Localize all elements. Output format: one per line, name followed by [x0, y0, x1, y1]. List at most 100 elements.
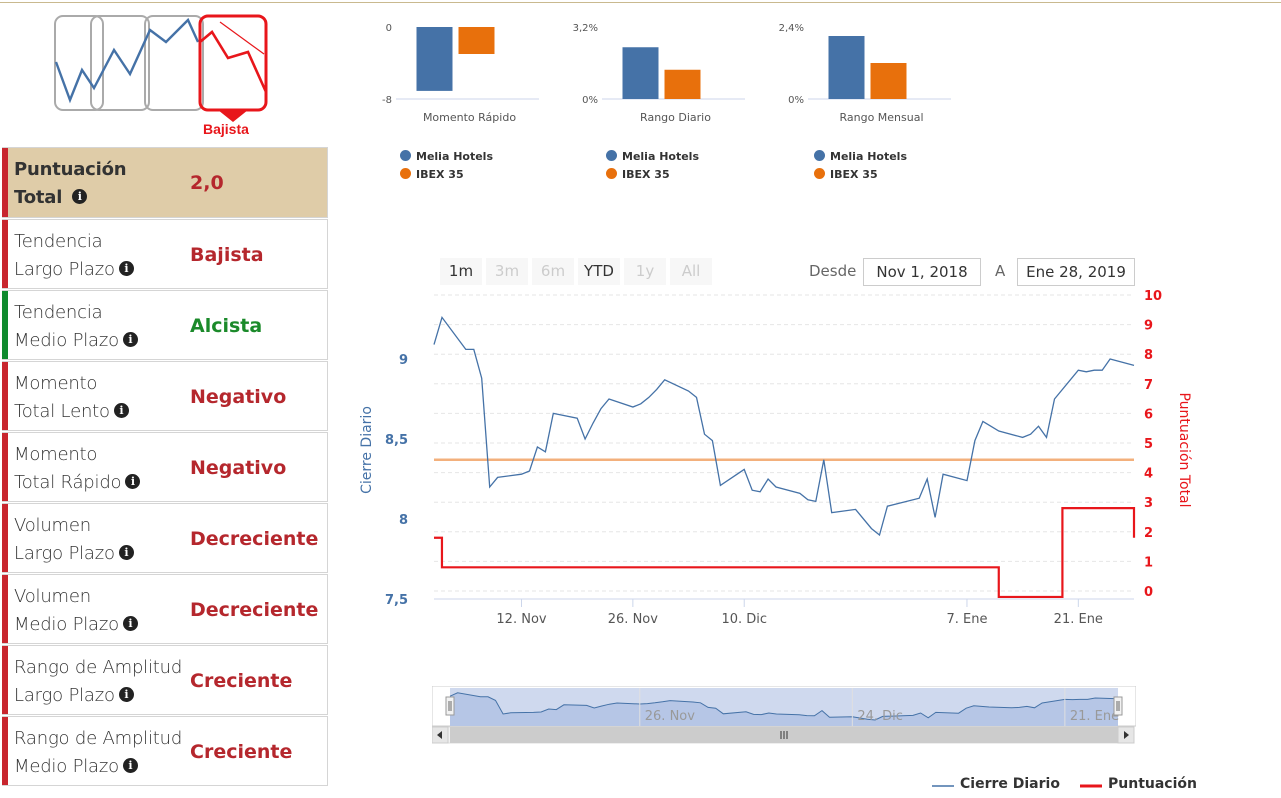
info-icon[interactable]: i [72, 188, 88, 204]
series-puntuacion[interactable] [434, 507, 1136, 599]
score-label: Volumen Largo Plazo i [14, 512, 134, 568]
score-value: Decreciente [190, 528, 319, 550]
range-button[interactable]: All [670, 258, 712, 285]
info-icon[interactable]: i [118, 544, 134, 560]
range-button[interactable]: 1y [624, 258, 666, 285]
score-label-line1: Momento [14, 373, 98, 394]
status-flag [2, 220, 8, 288]
legend-dot [814, 150, 825, 161]
score-row: Rango de Amplitud Medio Plazo i Creciente [2, 716, 328, 786]
bar-melia[interactable] [622, 47, 659, 99]
bar-melia[interactable] [828, 36, 865, 99]
navigator-label: 24. Dic [857, 709, 903, 724]
legend-item-melia[interactable]: Melia Hotels [606, 148, 699, 166]
score-label-line2: Largo Plazo [14, 543, 115, 564]
category-label: Rango Mensual [839, 111, 923, 124]
navigator: 26. Nov 24. Dic 21. Ene [432, 686, 1136, 744]
x-tick-label: 26. Nov [608, 612, 658, 627]
range-button[interactable]: 1m [440, 258, 482, 285]
mini-legend: Melia Hotels IBEX 35 [814, 148, 907, 184]
y-tick-label: 2,4% [779, 23, 804, 34]
to-label: A [995, 262, 1006, 280]
navigator-handle[interactable] [1113, 696, 1123, 716]
to-date-input[interactable]: Ene 28, 2019 [1017, 258, 1135, 286]
y-tick-label: 0% [788, 95, 804, 106]
score-row: Rango de Amplitud Largo Plazo i Creciente [2, 645, 328, 715]
score-label-line2: Total Rápido [14, 472, 122, 493]
info-icon[interactable]: i [122, 615, 138, 631]
y-axis-title-right: Puntuación Total [1176, 392, 1192, 507]
y-tick-label-right: 7 [1144, 378, 1153, 393]
legend-line-icon [1080, 784, 1102, 788]
status-flag [2, 646, 8, 714]
y-tick-label-right: 10 [1144, 289, 1162, 304]
info-icon[interactable]: i [125, 473, 141, 489]
score-row-total: Puntuación Total i 2,0 [2, 147, 328, 218]
legend-item-ibex[interactable]: IBEX 35 [400, 166, 493, 184]
y-tick-label: 3,2% [573, 23, 598, 34]
score-label-line1: Volumen [14, 586, 91, 607]
navigator-label: 21. Ene [1070, 709, 1119, 724]
y-tick-label-right: 0 [1144, 585, 1153, 600]
range-button[interactable]: 3m [486, 258, 528, 285]
y-tick-label: 0% [582, 95, 598, 106]
x-tick-label: 12. Nov [496, 612, 546, 627]
legend-puntuacion[interactable]: Puntuación [1108, 776, 1197, 792]
x-tick-label: 7. Ene [946, 612, 987, 627]
legend-item-ibex[interactable]: IBEX 35 [606, 166, 699, 184]
score-table: Puntuación Total i 2,0 Tendencia Largo Pl… [2, 147, 328, 787]
from-date-input[interactable]: Nov 1, 2018 [863, 258, 981, 286]
status-flag [2, 148, 8, 217]
y-tick-label-right: 9 [1144, 319, 1153, 334]
legend-dot [814, 168, 825, 179]
legend-item-melia[interactable]: Melia Hotels [400, 148, 493, 166]
score-label-line2: Medio Plazo [14, 330, 119, 351]
score-value: Creciente [190, 670, 293, 692]
info-icon[interactable]: i [118, 686, 134, 702]
x-tick-label: 10. Dic [721, 612, 767, 627]
legend-dot [606, 168, 617, 179]
legend-dot [606, 150, 617, 161]
legend-label: Melia Hotels [622, 150, 699, 163]
bar-ibex[interactable] [458, 27, 495, 54]
legend-cierre[interactable]: Cierre Diario [960, 776, 1060, 792]
y-tick-label-right: 8 [1144, 348, 1153, 363]
bar-ibex[interactable] [870, 63, 907, 99]
range-button[interactable]: YTD [578, 258, 620, 285]
score-label: Tendencia Largo Plazo i [14, 228, 134, 284]
score-row: Tendencia Medio Plazo i Alcista [2, 290, 328, 360]
legend-label: Melia Hotels [416, 150, 493, 163]
score-value: Bajista [190, 244, 264, 266]
navigator-handle[interactable] [445, 696, 455, 716]
score-label-line1: Rango de Amplitud [14, 657, 183, 678]
legend-item-ibex[interactable]: IBEX 35 [814, 166, 907, 184]
status-flag [2, 504, 8, 572]
status-flag [2, 291, 8, 359]
y-tick-label-right: 3 [1144, 496, 1153, 511]
y-tick-label: 0 [386, 23, 392, 34]
score-label: Rango de Amplitud Medio Plazo i [14, 725, 182, 781]
info-icon[interactable]: i [113, 402, 129, 418]
status-flag [2, 433, 8, 501]
info-icon[interactable]: i [122, 757, 138, 773]
info-icon[interactable]: i [118, 260, 134, 276]
series-cierre-diario[interactable] [433, 315, 1135, 537]
bar-ibex[interactable] [664, 69, 701, 99]
score-value: Creciente [190, 741, 293, 763]
y-tick-label-left: 8 [399, 513, 408, 528]
score-label: Tendencia Medio Plazo i [14, 299, 138, 355]
range-button[interactable]: 6m [532, 258, 574, 285]
arrow-left-icon [437, 731, 442, 739]
score-label-line2: Total Lento [14, 401, 110, 422]
score-value: Decreciente [190, 599, 319, 621]
score-label: Puntuación Total i [14, 156, 127, 212]
bar-melia[interactable] [416, 27, 453, 91]
category-label: Momento Rápido [423, 111, 516, 124]
top-border [0, 2, 1281, 3]
navigator-area [450, 692, 1118, 726]
legend-item-melia[interactable]: Melia Hotels [814, 148, 907, 166]
score-label-line1: Momento [14, 444, 98, 465]
legend-label: IBEX 35 [622, 168, 670, 181]
navigator-label: 26. Nov [645, 709, 695, 724]
info-icon[interactable]: i [122, 331, 138, 347]
